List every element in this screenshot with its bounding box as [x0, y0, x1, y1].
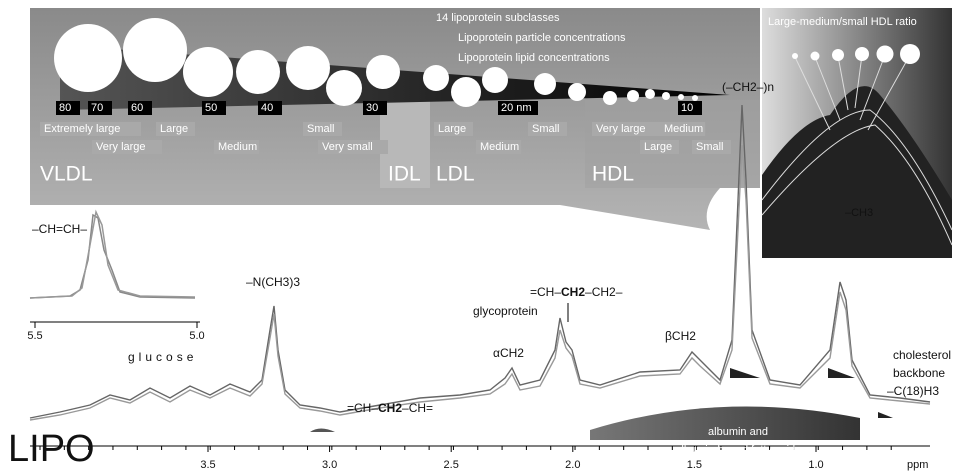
ch3-label: –CH3: [845, 207, 873, 219]
class-label: LDL: [436, 163, 475, 186]
subclass-label: Very large: [96, 141, 146, 153]
class-label: HDL: [592, 163, 634, 186]
diallylic-label: =CH–CH2–CH=: [347, 401, 433, 415]
logo: LIPO: [8, 428, 95, 470]
size-label: 40: [261, 102, 273, 114]
x-tick-label: 1.5: [687, 459, 702, 471]
subclass-label: Small: [307, 123, 335, 135]
subclass-label: Medium: [664, 123, 703, 135]
alpha-label: αCH2: [493, 346, 524, 360]
x-tick-label: 1.0: [808, 459, 823, 471]
size-label: 80: [59, 102, 71, 114]
beta-label: βCH2: [665, 329, 696, 343]
header-line: Lipoprotein lipid concentrations: [458, 52, 610, 64]
chol-marker: [878, 412, 893, 418]
size-label: 20 nm: [501, 102, 532, 114]
label-part: =CH–: [530, 285, 561, 299]
size-label: 30: [366, 102, 378, 114]
label-part: –CH2–: [585, 285, 623, 299]
size-label: 50: [205, 102, 217, 114]
methylene-label: (–CH2–)n: [722, 80, 774, 94]
choline-label: –N(CH3)3: [246, 275, 300, 289]
subclass-label: Large: [160, 123, 188, 135]
cholesterol-label: backbone: [893, 366, 945, 380]
label-part: CH2: [561, 285, 585, 299]
size-label: 60: [131, 102, 143, 114]
ch2-marker: [730, 368, 760, 378]
class-label: VLDL: [40, 163, 93, 186]
subclass-label: Extremely large: [44, 123, 120, 135]
figure: 80 70 60 50 40 30 20 nm 10 14 lipoprotein subcl…: [0, 0, 953, 473]
hdl-title: Large-medium/small HDL ratio: [768, 16, 917, 28]
x-tick-label: 2.5: [444, 459, 459, 471]
cholesterol-label: cholesterol: [893, 348, 951, 362]
inset-tick-label: 5.0: [189, 330, 204, 342]
x-tick-label: 2.0: [565, 459, 580, 471]
subclass-label: Very small: [322, 141, 373, 153]
label-part: CH2: [378, 401, 402, 415]
size-label: 10: [681, 102, 693, 114]
ch3-marker: [828, 368, 855, 378]
subclass-label: Large: [644, 141, 672, 153]
x-tick-label: 3.0: [322, 459, 337, 471]
cholesterol-label: –C(18)H3: [887, 384, 939, 398]
subclass-label: Medium: [480, 141, 519, 153]
header-line: 14 lipoprotein subclasses: [436, 12, 560, 24]
header-line: Lipoprotein particle concentrations: [458, 32, 626, 44]
size-label: 70: [91, 102, 103, 114]
albumin-label: albumin and: [708, 426, 768, 438]
subclass-label: Very large: [596, 123, 646, 135]
subclass-label: Large: [438, 123, 466, 135]
label-part: –CH=: [402, 401, 433, 415]
subclass-label: Small: [532, 123, 560, 135]
x-tick-label: 3.5: [200, 459, 215, 471]
glucose-peak: [310, 429, 335, 433]
inset: –CH=CH– 5.5 5.0: [27, 212, 204, 342]
inset-label: –CH=CH–: [32, 222, 87, 236]
class-label: IDL: [388, 163, 421, 186]
axis-unit: ppm: [907, 459, 928, 471]
glucose-label: glucose: [128, 350, 197, 364]
subclass-label: Medium: [218, 141, 257, 153]
allylic-label: =CH–CH2–CH2–: [530, 285, 623, 299]
inset-tick-label: 5.5: [27, 330, 42, 342]
glycoprotein-label: glycoprotein: [473, 304, 538, 318]
label-part: =CH–: [347, 401, 378, 415]
albumin-label: albumin-bound fatty acids: [675, 444, 801, 456]
subclass-label: Small: [696, 141, 724, 153]
